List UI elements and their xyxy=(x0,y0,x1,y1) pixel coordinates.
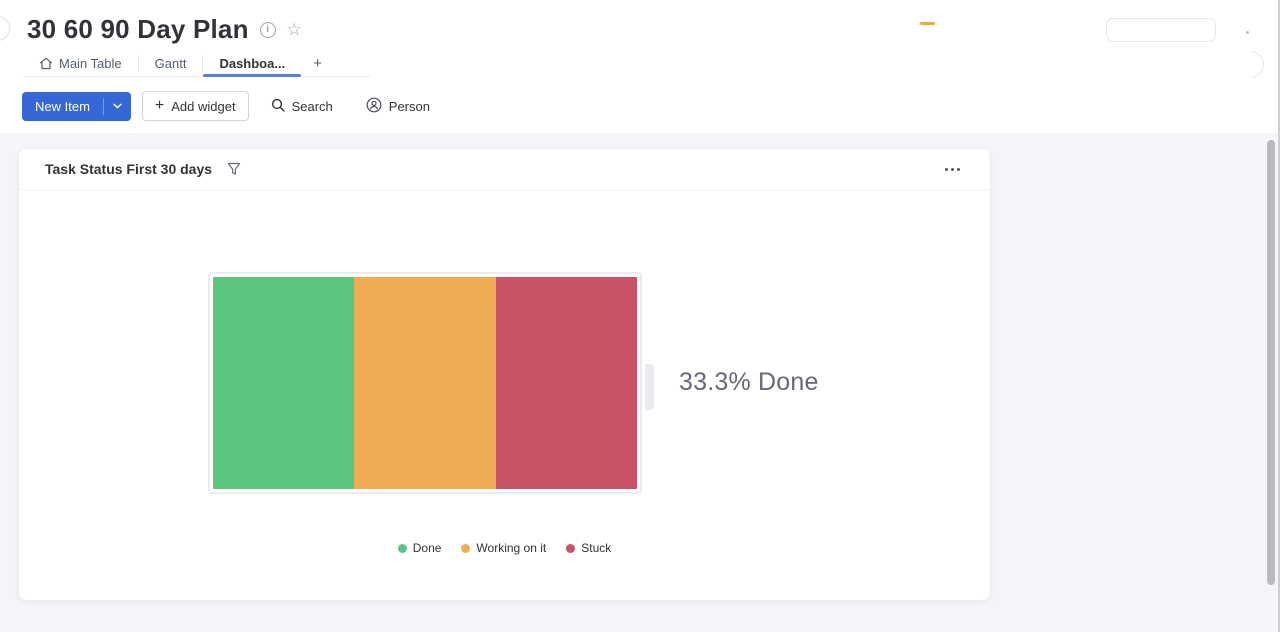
tab-gantt[interactable]: Gantt xyxy=(139,50,203,76)
add-widget-label: Add widget xyxy=(171,98,236,114)
legend-dot xyxy=(397,543,407,553)
battery-percent-label: 33.3% Done xyxy=(679,368,819,396)
person-filter-button[interactable]: Person xyxy=(355,91,441,121)
vertical-scrollbar[interactable] xyxy=(1267,140,1275,585)
home-icon xyxy=(39,57,53,70)
add-widget-button[interactable]: + Add widget xyxy=(141,91,249,121)
battery-segment-done[interactable] xyxy=(213,277,355,489)
search-button[interactable]: Search xyxy=(260,91,344,121)
ellipsis-menu-icon[interactable] xyxy=(941,164,964,175)
legend-label: Done xyxy=(412,541,442,555)
faded-button-outline xyxy=(1106,18,1216,42)
plus-icon: + xyxy=(154,97,165,114)
add-tab-button[interactable]: + xyxy=(301,50,334,76)
dot-artifact xyxy=(1246,31,1249,34)
chart-legend: Done Working on it Stuck xyxy=(19,541,990,555)
tab-label: Dashboa... xyxy=(219,55,286,71)
tab-label: Gantt xyxy=(154,55,187,71)
tab-label: Main Table xyxy=(59,55,122,71)
legend-label: Working on it xyxy=(476,541,547,555)
info-icon[interactable]: i xyxy=(259,21,276,38)
plus-icon: + xyxy=(313,54,322,72)
legend-dot xyxy=(566,543,576,553)
board-tabs: Main Table Gantt Dashboa... + xyxy=(23,50,370,77)
legend-item-stuck[interactable]: Stuck xyxy=(566,541,611,555)
widget-header: Task Status First 30 days xyxy=(19,149,990,190)
battery-segment-stuck[interactable] xyxy=(495,277,637,489)
chevron-down-icon[interactable] xyxy=(104,92,131,121)
tab-dashboard[interactable]: Dashboa... xyxy=(203,50,301,77)
battery-chart-area: 33.3% Done Done Working on it Stuck xyxy=(19,190,990,600)
widget-task-status: Task Status First 30 days 33.3% Done Don… xyxy=(18,148,991,601)
collapse-arrow-arc xyxy=(1252,51,1264,78)
toolbar: New Item + Add widget Search xyxy=(22,91,441,121)
search-icon xyxy=(271,98,285,115)
tab-main-table[interactable]: Main Table xyxy=(23,50,138,76)
orange-indicator xyxy=(920,22,935,25)
widget-title: Task Status First 30 days xyxy=(45,161,213,177)
collapse-panel-edge xyxy=(0,16,10,41)
person-label: Person xyxy=(388,98,430,114)
battery-cap xyxy=(645,364,654,410)
legend-label: Stuck xyxy=(581,541,612,555)
legend-item-done[interactable]: Done xyxy=(397,541,442,555)
button-divider xyxy=(102,97,104,115)
tab-divider xyxy=(137,55,139,71)
tab-divider xyxy=(202,55,204,71)
window-right-edge xyxy=(1278,0,1280,632)
person-icon xyxy=(366,97,382,116)
battery-segment-working-on-it[interactable] xyxy=(354,277,496,489)
title-row: 30 60 90 Day Plan i ☆ xyxy=(27,14,302,45)
page-title: 30 60 90 Day Plan xyxy=(27,14,249,44)
legend-item-working-on-it[interactable]: Working on it xyxy=(461,541,546,555)
battery-chart xyxy=(208,272,642,494)
star-favorite-icon[interactable]: ☆ xyxy=(286,19,302,39)
search-label: Search xyxy=(291,98,333,114)
filter-funnel-icon[interactable] xyxy=(227,162,241,176)
new-item-button[interactable]: New Item xyxy=(22,91,131,121)
legend-dot xyxy=(461,543,471,553)
dashboard-canvas: Task Status First 30 days 33.3% Done Don… xyxy=(0,133,1280,632)
new-item-label[interactable]: New Item xyxy=(35,98,90,114)
board-header: 30 60 90 Day Plan i ☆ Main Table Gantt D… xyxy=(0,0,1280,133)
